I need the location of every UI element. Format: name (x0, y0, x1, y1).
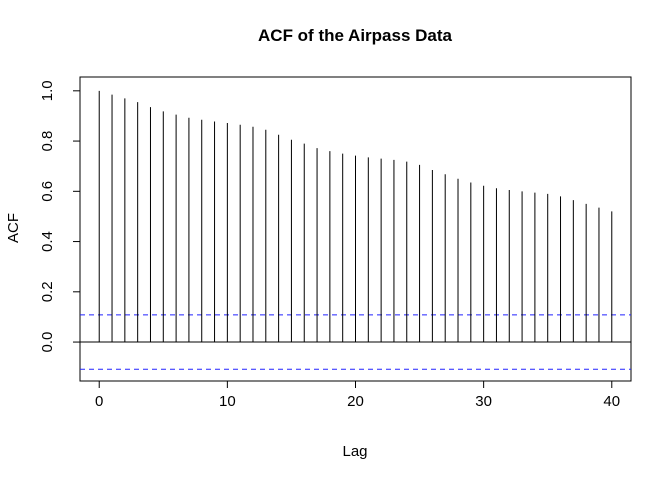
y-tick-label-2: 0.4 (39, 231, 56, 252)
x-tick-label-10: 10 (219, 393, 236, 410)
x-tick-label-0: 0 (95, 393, 103, 410)
acf-bars-layer (98, 90, 613, 343)
axes-layer: 0 10 20 30 40 0.0 0.2 0.4 0.6 0.8 1.0 (39, 76, 632, 410)
x-tick-label-20: 20 (347, 393, 364, 410)
y-tick-label-1: 0.2 (39, 281, 56, 302)
confidence-bounds-layer (80, 314, 631, 370)
y-tick-label-5: 1.0 (39, 80, 56, 101)
y-axis-label: ACF (5, 213, 22, 243)
chart-title: ACF of the Airpass Data (258, 26, 453, 45)
y-tick-label-4: 0.8 (39, 131, 56, 152)
x-tick-label-30: 30 (475, 393, 492, 410)
x-tick-label-40: 40 (603, 393, 620, 410)
y-tick-label-3: 0.6 (39, 181, 56, 202)
y-tick-label-0: 0.0 (39, 332, 56, 353)
x-axis-label: Lag (342, 443, 367, 460)
